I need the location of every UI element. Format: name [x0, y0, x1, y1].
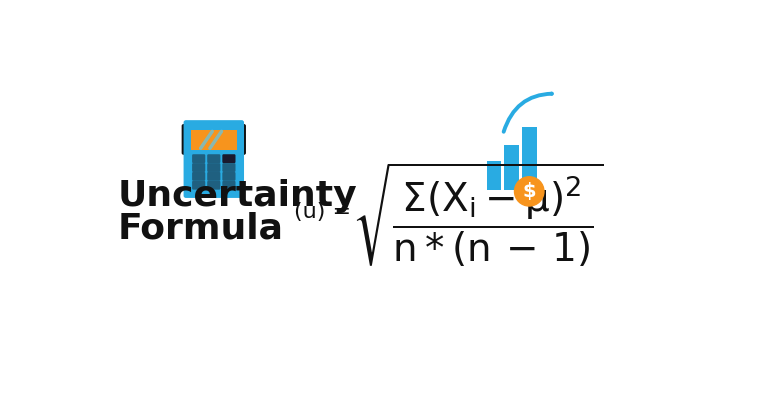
Text: Uncertainty: Uncertainty [118, 179, 357, 213]
Text: $\sqrt{\dfrac{\mathsf{\Sigma(X_i - \mu)^2}}{\mathsf{n * (n\,-\,1)}}}$: $\sqrt{\dfrac{\mathsf{\Sigma(X_i - \mu)^… [352, 160, 603, 269]
FancyBboxPatch shape [222, 181, 236, 190]
Bar [190, 130, 237, 150]
FancyBboxPatch shape [192, 154, 205, 163]
Text: (u) =: (u) = [293, 202, 351, 222]
FancyBboxPatch shape [222, 163, 236, 172]
Bar [505, 145, 519, 190]
FancyBboxPatch shape [192, 181, 205, 190]
Circle shape [515, 177, 544, 206]
FancyBboxPatch shape [207, 181, 220, 190]
FancyBboxPatch shape [184, 120, 244, 198]
FancyBboxPatch shape [207, 154, 220, 163]
FancyBboxPatch shape [207, 163, 220, 172]
Text: Formula: Formula [118, 211, 283, 245]
FancyArrowPatch shape [504, 94, 552, 132]
FancyBboxPatch shape [182, 124, 246, 155]
Text: $: $ [522, 182, 536, 201]
FancyBboxPatch shape [192, 163, 205, 172]
Bar [522, 127, 537, 190]
FancyBboxPatch shape [222, 154, 236, 163]
FancyBboxPatch shape [207, 172, 220, 181]
FancyBboxPatch shape [192, 172, 205, 181]
FancyBboxPatch shape [222, 172, 236, 181]
Bar [487, 161, 502, 190]
